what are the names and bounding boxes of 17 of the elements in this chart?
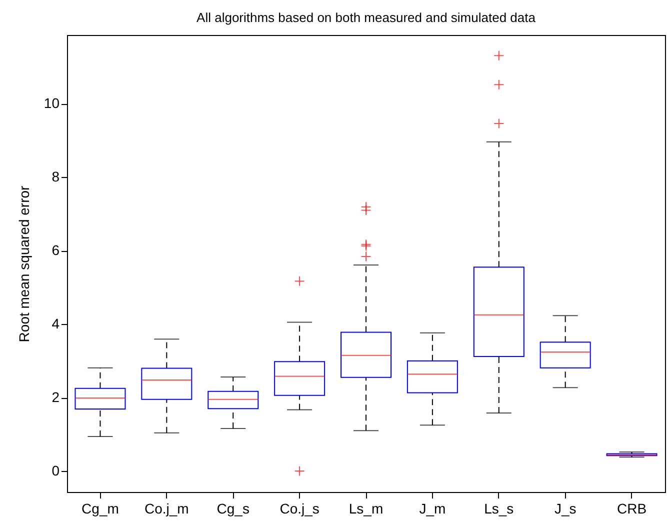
- x-tick-label: Ls_s: [484, 500, 514, 516]
- y-axis-title: Root mean squared error: [16, 185, 32, 342]
- y-tick-label: 4: [52, 316, 60, 332]
- y-tick-label: 10: [44, 95, 60, 112]
- y-tick-label: 6: [52, 242, 60, 258]
- y-tick-label: 8: [52, 168, 60, 185]
- x-tick-label: Co.j_s: [280, 500, 320, 516]
- x-tick-label: J_s: [554, 500, 576, 516]
- x-tick-label: Ls_m: [348, 500, 384, 516]
- y-tick-label: 0: [52, 462, 60, 479]
- chart-title: All algorithms based on both measured and simulated data: [196, 10, 536, 25]
- x-tick-label: J_m: [419, 500, 446, 516]
- x-tick-label: Cg_m: [82, 500, 119, 516]
- x-tick-label: Co.j_m: [144, 500, 189, 516]
- x-tick-label: CRB: [616, 500, 647, 516]
- x-tick-label: Cg_s: [216, 500, 250, 516]
- y-tick-label: 2: [52, 389, 60, 406]
